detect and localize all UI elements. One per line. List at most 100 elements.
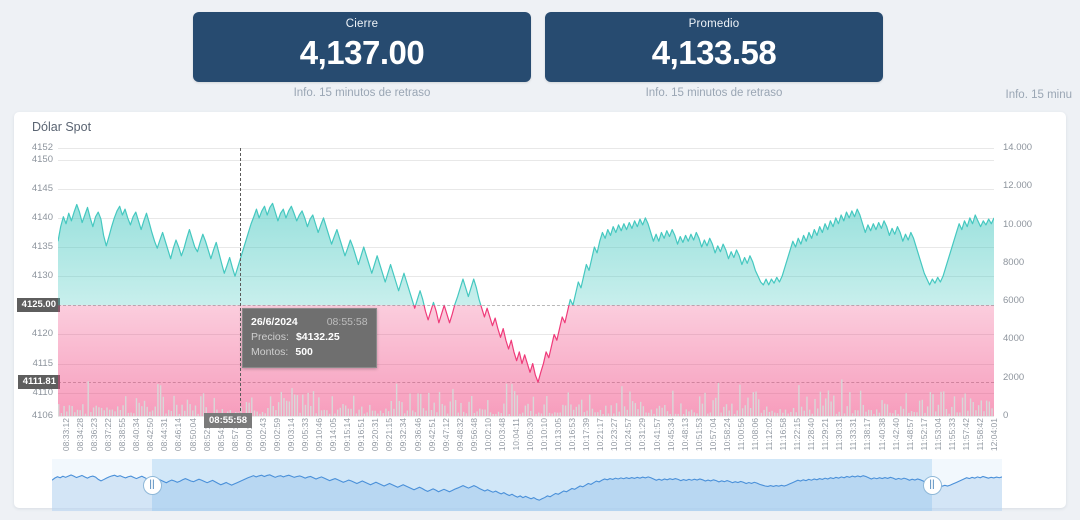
volume-bar <box>267 408 269 416</box>
volume-bar <box>374 410 376 416</box>
volume-bar <box>540 413 543 416</box>
volume-bar <box>875 409 878 416</box>
volume-bar <box>715 397 717 416</box>
volume-bar <box>339 407 341 416</box>
volume-bar <box>261 411 264 416</box>
x-axis-tick-label: 11:53:04 <box>932 418 943 451</box>
volume-bar <box>127 412 130 416</box>
range-navigator[interactable]: || || <box>52 459 1002 511</box>
volume-bar <box>959 412 961 416</box>
volume-bar <box>551 413 553 416</box>
volume-bar <box>597 412 599 416</box>
volume-bar <box>656 408 658 416</box>
x-axis-tick-label: 11:16:58 <box>778 418 789 451</box>
volume-bar <box>508 413 510 416</box>
volume-bar <box>833 395 835 416</box>
chart-plot-area[interactable]: 4152 4150 4145 4140 4135 4130 4120 4115 4110 4106… <box>16 143 1032 421</box>
volume-bar <box>154 406 156 416</box>
volume-bar <box>682 413 685 416</box>
volume-bar <box>84 413 87 416</box>
x-axis-tick-label: 10:48:13 <box>679 418 690 452</box>
volume-bar <box>867 409 870 416</box>
volume-bar <box>623 406 626 416</box>
volume-bar <box>138 402 140 416</box>
volume-bar <box>71 406 73 416</box>
volume-bar <box>119 410 122 416</box>
volume-bar <box>92 407 95 416</box>
x-axis-tick-label: 10:04:11 <box>510 418 521 451</box>
x-axis-tick-label: 08:46:14 <box>173 418 184 452</box>
chart-title: Dólar Spot <box>32 120 92 134</box>
volume-bar <box>854 410 856 416</box>
volume-bar <box>60 412 63 416</box>
y-axis-value-badge: 4111.81 <box>17 375 60 390</box>
volume-bar <box>82 404 84 416</box>
volume-bar <box>918 400 921 416</box>
y-axis-left-tick: 4130 <box>31 270 53 282</box>
x-axis-tick-label: 09:10:46 <box>314 418 325 452</box>
volume-bar <box>666 411 669 416</box>
volume-bar <box>736 410 738 416</box>
volume-bar <box>146 406 148 416</box>
x-axis-tick-label: 08:50:04 <box>187 418 198 452</box>
x-axis-tick-label: 10:41:57 <box>651 418 662 452</box>
x-axis-tick-label: 09:02:59 <box>271 418 282 452</box>
volume-bar <box>473 412 476 416</box>
volume-bar <box>283 398 285 416</box>
volume-bar <box>269 396 272 416</box>
volume-bar <box>757 399 760 416</box>
volume-bar <box>133 413 135 416</box>
volume-bar <box>650 409 653 416</box>
volume-bar <box>755 391 757 416</box>
x-axis-tick-label: 09:21:15 <box>384 418 395 452</box>
volume-bar <box>79 410 81 416</box>
volume-bar <box>422 408 425 416</box>
volume-bar <box>513 391 516 416</box>
price-area-above <box>58 203 994 306</box>
volume-bar <box>176 404 178 416</box>
volume-bar <box>886 404 889 416</box>
volume-bar <box>841 379 843 416</box>
volume-bar <box>433 402 435 416</box>
volume-bar <box>905 393 907 416</box>
x-axis-tick-label: 11:55:33 <box>946 418 957 451</box>
volume-bar <box>567 392 569 416</box>
volume-bar <box>532 396 535 416</box>
volume-bar <box>642 406 645 416</box>
tooltip-volume-value: 500 <box>295 346 313 358</box>
volume-bar <box>900 406 902 416</box>
volume-bar <box>814 398 816 416</box>
volume-bar <box>760 412 763 416</box>
volume-bar <box>690 409 693 416</box>
volume-bar <box>873 413 875 416</box>
volume-bar <box>149 411 151 416</box>
volume-bar <box>353 395 355 416</box>
volume-bar <box>272 405 274 416</box>
x-axis-tick-label: 09:48:32 <box>454 418 465 452</box>
volume-bar <box>497 411 500 416</box>
volume-bar <box>548 412 551 416</box>
x-axis-tick-label: 10:13:05 <box>553 418 564 452</box>
volume-bar <box>969 398 972 416</box>
volume-bar <box>76 409 79 416</box>
volume-bar <box>985 400 988 416</box>
volume-bar <box>63 405 65 416</box>
volume-bar <box>350 408 352 416</box>
volume-bar <box>951 406 953 416</box>
volume-bar <box>326 410 328 416</box>
volume-bar <box>943 391 945 416</box>
volume-bar <box>940 391 942 416</box>
x-axis-tick-label: 10:21:17 <box>595 418 606 452</box>
volume-bar <box>709 412 712 416</box>
navigator-handle-left[interactable]: || <box>142 475 162 495</box>
navigator-selected-range[interactable] <box>152 459 932 511</box>
price-line-below <box>413 305 574 383</box>
navigator-handle-right[interactable]: || <box>922 475 942 495</box>
gridline <box>58 148 994 149</box>
volume-bar <box>621 386 623 416</box>
volume-bar <box>693 412 696 416</box>
price-line-above <box>58 202 994 306</box>
volume-bar <box>406 410 409 416</box>
volume-bar <box>489 412 492 416</box>
